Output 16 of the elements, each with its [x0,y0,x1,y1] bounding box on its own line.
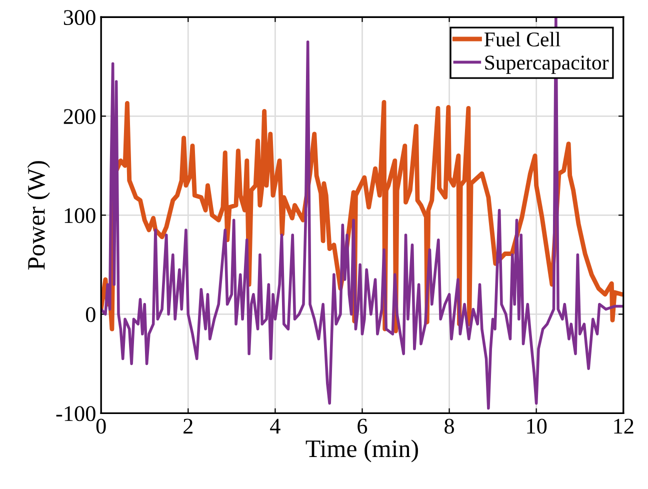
y-tick-label: 0 [86,307,96,322]
x-tick-label: 10 [527,418,547,434]
x-tick-label: 6 [358,418,368,434]
x-tick-label: 12 [614,418,634,434]
y-tick-label: 200 [64,109,96,124]
y-tick-label: 100 [64,208,96,224]
legend-label: Supercapacitor [485,56,609,74]
x-tick-label: 4 [270,418,280,434]
x-tick-label: 0 [96,418,106,434]
x-tick-label: 2 [184,418,192,434]
y-axis-title: Power (W) [27,161,50,270]
legend-label: Fuel Cell [484,32,560,46]
x-tick-label: 8 [444,418,454,434]
y-tick-label: -100 [56,406,96,422]
x-axis-title: Time (min) [306,440,418,462]
y-tick-label: 300 [64,10,96,26]
